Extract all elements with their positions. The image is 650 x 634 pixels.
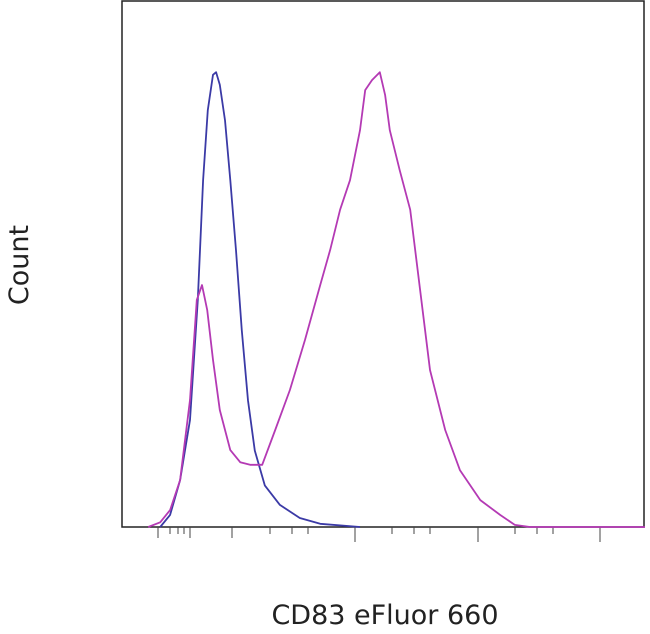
axis-ticks [157,527,601,542]
y-axis-label: Count [4,225,35,305]
x-axis-label: CD83 eFluor 660 [271,600,498,631]
histogram-line [147,71,645,528]
histogram-line [159,71,361,528]
plot-frame [121,0,645,528]
